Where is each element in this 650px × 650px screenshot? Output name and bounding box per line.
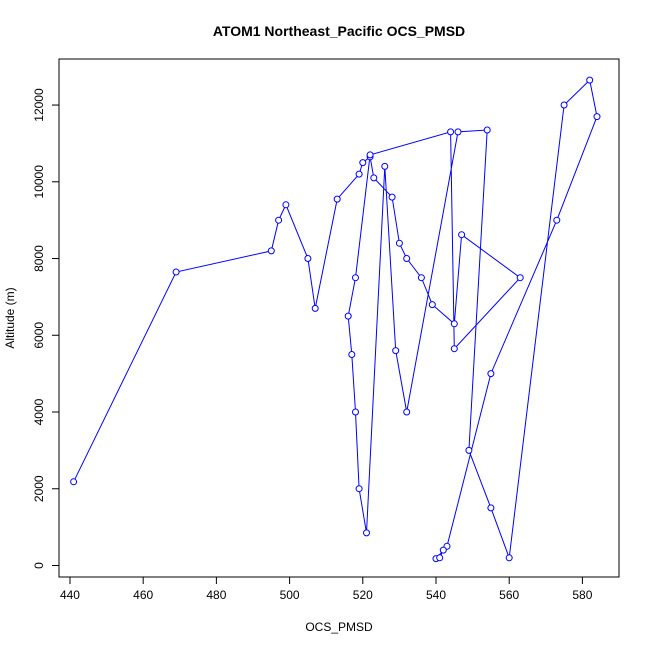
series-layer	[70, 76, 601, 563]
data-point	[403, 408, 411, 416]
y-tick-label: 2000	[32, 475, 46, 502]
data-point	[366, 151, 374, 159]
data-point	[348, 351, 356, 358]
data-point	[516, 274, 524, 282]
x-tick-label: 580	[572, 588, 592, 602]
data-point	[333, 195, 341, 203]
y-tick-label: 6000	[32, 322, 46, 349]
data-point	[436, 554, 444, 562]
data-point	[304, 255, 312, 262]
data-point	[447, 128, 455, 136]
plot-frame	[58, 58, 620, 578]
data-point	[586, 76, 594, 84]
data-point	[450, 320, 458, 328]
data-point	[465, 446, 473, 454]
data-point	[439, 546, 447, 554]
y-axis: 0 2000 4000 6000 8000 10000 12000	[32, 88, 60, 569]
data-point	[355, 170, 363, 178]
y-tick-label: 10000	[32, 165, 46, 199]
data-point	[560, 101, 568, 109]
data-point	[352, 408, 359, 416]
x-tick-label: 480	[206, 588, 226, 602]
data-point	[344, 312, 352, 320]
y-tick-label: 4000	[32, 398, 46, 425]
data-point	[403, 255, 411, 262]
data-point	[450, 345, 458, 353]
data-point	[487, 504, 495, 512]
data-point	[417, 274, 425, 282]
x-tick-label: 540	[426, 588, 446, 602]
chart-title: ATOM1 Northeast_Pacific OCS_PMSD	[213, 23, 465, 39]
data-point	[275, 216, 283, 224]
data-point	[392, 347, 400, 355]
data-point	[282, 201, 290, 209]
data-point	[352, 274, 359, 282]
data-point	[458, 231, 466, 239]
x-tick-label: 560	[499, 588, 519, 602]
data-point	[172, 268, 180, 276]
x-axis: 440 460 480 500 520 540 560 580	[60, 576, 593, 602]
x-axis-label: OCS_PMSD	[305, 620, 373, 634]
y-tick-label: 0	[32, 562, 46, 569]
data-point	[454, 128, 462, 136]
series-line	[73, 79, 598, 560]
data-point	[388, 193, 396, 201]
data-point	[370, 174, 378, 182]
data-point	[483, 126, 491, 134]
data-point	[311, 304, 319, 312]
data-point	[363, 529, 370, 537]
data-point	[267, 247, 275, 255]
y-tick-label: 12000	[32, 88, 46, 122]
data-point	[505, 554, 513, 562]
y-axis-label: Altitude (m)	[3, 287, 17, 348]
data-point	[355, 485, 363, 493]
data-point	[553, 216, 561, 224]
x-tick-label: 500	[280, 588, 300, 602]
x-tick-label: 520	[353, 588, 373, 602]
data-point	[359, 159, 367, 167]
data-point	[381, 162, 389, 170]
data-point	[487, 370, 495, 378]
data-point	[428, 301, 436, 309]
data-point	[593, 113, 601, 121]
data-point	[70, 478, 78, 486]
x-tick-label: 440	[60, 588, 80, 602]
data-point	[395, 239, 403, 247]
y-tick-label: 8000	[32, 245, 46, 272]
x-tick-label: 460	[133, 588, 153, 602]
